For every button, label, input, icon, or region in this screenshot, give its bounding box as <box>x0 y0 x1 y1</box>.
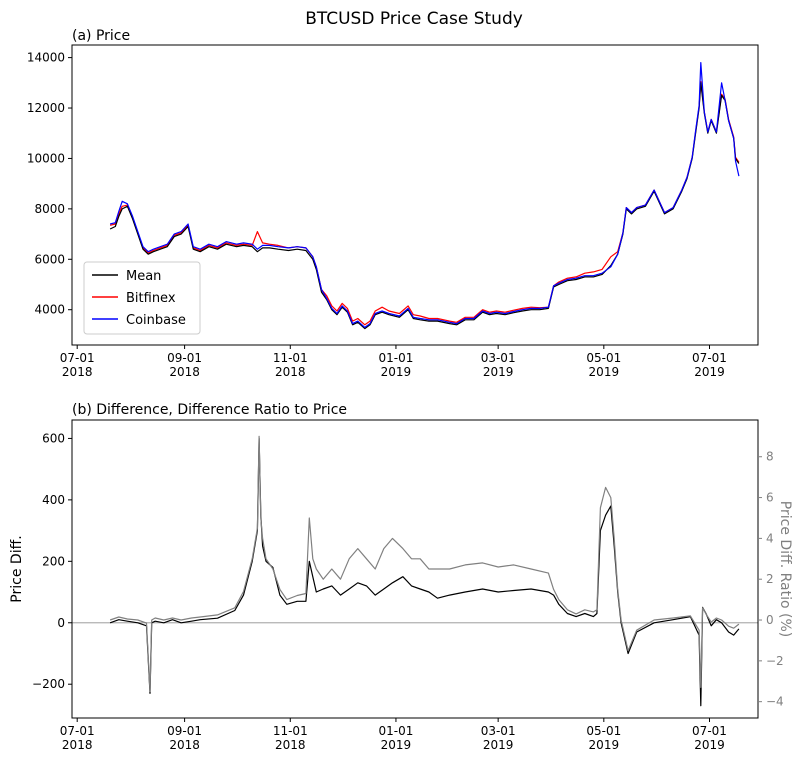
difference-chart: (b) Difference, Difference Ratio to Pric… <box>9 402 793 752</box>
legend-bitfinex-label: Bitfinex <box>126 291 176 306</box>
ratio-ytick-label-5: 6 <box>766 491 774 505</box>
price-xtick-year-6: 2019 <box>694 365 725 379</box>
legend-coinbase-label: Coinbase <box>126 313 186 328</box>
price-xtick-year-5: 2019 <box>589 365 620 379</box>
diff-ytick-label-4: 600 <box>42 431 65 445</box>
coinbase-price-line <box>109 61 740 328</box>
difference-chart-frame <box>71 419 759 719</box>
diff-xtick-year-4: 2019 <box>483 738 514 752</box>
price-xtick-label-3: 01-01 <box>379 351 414 365</box>
difference-x-axis: 07-01201809-01201811-01201801-01201903-0… <box>60 718 727 752</box>
price-xtick-year-4: 2019 <box>483 365 514 379</box>
bitfinex-price-line <box>109 80 740 326</box>
diff-xtick-label-3: 01-01 <box>379 724 414 738</box>
diff-xtick-year-2: 2018 <box>275 738 306 752</box>
ratio-ytick-label-4: 4 <box>766 531 774 545</box>
price-ytick-label-1: 6000 <box>34 252 65 266</box>
price-ytick-label-2: 8000 <box>34 202 65 216</box>
price-diff-line <box>109 437 740 707</box>
price-xtick-year-1: 2018 <box>169 365 200 379</box>
price-chart: (a) Price 4000 6000 8000 10000 12000 14000 07… <box>27 28 759 379</box>
ratio-ytick-label-3: 2 <box>766 572 774 586</box>
difference-chart-title: (b) Difference, Difference Ratio to Pric… <box>72 402 347 418</box>
diff-ytick-label-0: −200 <box>32 677 65 691</box>
diff-ytick-label-2: 200 <box>42 554 65 568</box>
price-xtick-label-0: 07-01 <box>60 351 95 365</box>
price-y-axis: 4000 6000 8000 10000 12000 14000 <box>27 51 72 317</box>
price-xtick-label-2: 11-01 <box>273 351 308 365</box>
ratio-ytick-label-6: 8 <box>766 450 774 464</box>
diff-ytick-label-3: 400 <box>42 493 65 507</box>
diff-xtick-label-6: 07-01 <box>692 724 727 738</box>
ratio-ytick-label-2: 0 <box>766 613 774 627</box>
diff-xtick-label-5: 05-01 <box>586 724 621 738</box>
difference-y-axis-left: −200 0 200 400 600 <box>32 431 72 691</box>
price-xtick-label-6: 07-01 <box>692 351 727 365</box>
diff-xtick-year-3: 2019 <box>381 738 412 752</box>
price-xtick-label-5: 05-01 <box>586 351 621 365</box>
difference-plot-area <box>72 435 758 707</box>
difference-y-axis-right: −4 −2 0 2 4 6 8 <box>758 450 784 709</box>
difference-y-axis-label: Price Diff. <box>9 535 25 602</box>
price-diff-ratio-line <box>109 435 740 693</box>
price-ytick-label-4: 12000 <box>27 101 65 115</box>
mean-price-line <box>109 82 740 330</box>
price-xtick-year-3: 2019 <box>381 365 412 379</box>
diff-xtick-label-1: 09-01 <box>167 724 202 738</box>
ratio-ytick-label-0: −4 <box>766 695 784 709</box>
diff-xtick-year-6: 2019 <box>694 738 725 752</box>
diff-xtick-year-0: 2018 <box>62 738 93 752</box>
figure-title: BTCUSD Price Case Study <box>305 9 523 29</box>
diff-xtick-label-4: 03-01 <box>481 724 516 738</box>
price-ytick-label-5: 14000 <box>27 51 65 65</box>
price-xtick-label-1: 09-01 <box>167 351 202 365</box>
price-chart-frame <box>71 44 759 346</box>
legend-box <box>83 261 201 335</box>
price-xtick-label-4: 03-01 <box>481 351 516 365</box>
difference-y-axis-right-label: Price Diff. Ratio (%) <box>777 501 793 637</box>
price-plot-area <box>109 61 740 330</box>
diff-xtick-year-5: 2019 <box>589 738 620 752</box>
legend-mean-label: Mean <box>126 269 161 284</box>
diff-ytick-label-1: 0 <box>57 616 65 630</box>
ratio-ytick-label-1: −2 <box>766 654 784 668</box>
price-legend: Mean Bitfinex Coinbase <box>83 261 201 335</box>
price-xtick-year-2: 2018 <box>275 365 306 379</box>
diff-xtick-label-2: 11-01 <box>273 724 308 738</box>
price-xtick-year-0: 2018 <box>62 365 93 379</box>
price-ytick-label-3: 10000 <box>27 151 65 165</box>
price-ytick-label-0: 4000 <box>34 303 65 317</box>
diff-xtick-year-1: 2018 <box>169 738 200 752</box>
price-x-axis: 07-01201809-01201811-01201801-01201903-0… <box>60 345 727 379</box>
diff-xtick-label-0: 07-01 <box>60 724 95 738</box>
price-chart-title: (a) Price <box>72 28 130 44</box>
